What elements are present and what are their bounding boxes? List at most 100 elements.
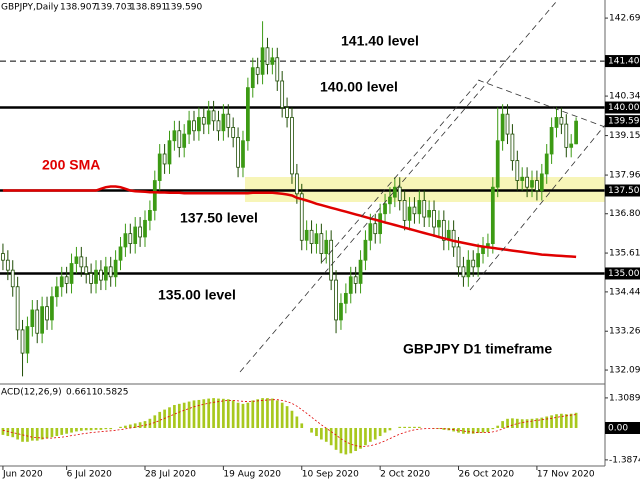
price-tag-label: 140.000 xyxy=(608,103,640,113)
candle-body xyxy=(138,226,142,238)
candle-body xyxy=(285,107,289,118)
macd-bar xyxy=(315,427,318,437)
candle-body xyxy=(549,127,554,155)
price-tag xyxy=(605,267,640,280)
candle-body xyxy=(525,176,529,188)
macd-bar xyxy=(383,427,387,433)
candle-body xyxy=(108,266,113,278)
candle-body xyxy=(539,173,544,191)
macd-bar xyxy=(481,427,485,433)
x-tick-label: 19 Aug 2020 xyxy=(223,470,281,480)
candle-body xyxy=(500,113,505,142)
candle-body xyxy=(50,296,54,321)
macd-bar xyxy=(261,398,264,428)
macd-bar xyxy=(119,426,122,428)
candle-body xyxy=(299,193,304,241)
candle-body xyxy=(373,223,378,235)
macd-bar xyxy=(545,416,549,428)
candle-body xyxy=(265,47,270,65)
candle-body xyxy=(559,117,564,125)
candle-body xyxy=(441,219,446,241)
plot xyxy=(0,21,605,377)
macd-bar xyxy=(202,399,206,428)
macd-bar xyxy=(222,398,225,428)
macd-bar xyxy=(109,427,113,430)
candle-body xyxy=(427,210,432,218)
price-tag-label: 141.400 xyxy=(608,57,640,67)
candle-body xyxy=(554,117,559,128)
y-tick-label: 133.260 xyxy=(609,327,640,337)
macd-bar xyxy=(403,426,406,428)
macd-bar xyxy=(364,427,367,446)
candle-body xyxy=(294,173,299,195)
macd-bar xyxy=(231,400,235,428)
macd-bar xyxy=(153,415,157,428)
candle-body xyxy=(490,186,495,245)
macd-bar xyxy=(320,427,323,440)
candle-body xyxy=(260,47,265,75)
macd-bar xyxy=(217,398,220,428)
macd-bar xyxy=(535,418,539,428)
candle-body xyxy=(309,229,314,245)
macd-bar xyxy=(349,427,353,454)
candle-body xyxy=(515,160,520,181)
candle-body xyxy=(148,210,152,221)
candle-body xyxy=(471,259,476,268)
macd-bar xyxy=(550,415,553,428)
macd-bar xyxy=(35,427,39,441)
macd-bar xyxy=(310,427,313,433)
candle-body xyxy=(1,253,5,261)
candle-body xyxy=(348,276,353,294)
candle-body xyxy=(407,206,412,221)
candle-body xyxy=(128,233,133,245)
macd-bar xyxy=(207,398,211,428)
candle-body xyxy=(495,140,500,188)
candle-body xyxy=(343,292,348,304)
candle-body xyxy=(40,306,44,334)
macd-bar xyxy=(564,414,568,428)
candle-body xyxy=(564,123,569,148)
macd-bar xyxy=(128,424,132,428)
channel-lower xyxy=(469,124,606,291)
macd-bar xyxy=(378,427,382,437)
macd-bar xyxy=(515,418,519,428)
candle-body xyxy=(59,276,64,288)
annotation: GBPJPY D1 timeframe xyxy=(403,341,552,357)
annotation: 141.40 level xyxy=(341,33,419,49)
macd-bar xyxy=(104,427,108,430)
macd-bar xyxy=(324,427,328,442)
macd-bar xyxy=(6,427,10,437)
candle-body xyxy=(99,269,103,281)
channel-middle xyxy=(321,79,481,263)
macd-bar xyxy=(373,427,377,440)
x-tick-label: 6 Jul 2020 xyxy=(67,470,112,480)
macd-bar xyxy=(99,427,103,430)
macd-bar xyxy=(334,427,338,450)
candle-body xyxy=(20,329,25,354)
candle-body xyxy=(510,133,515,162)
candle-body xyxy=(113,259,118,278)
candle-body xyxy=(236,137,240,168)
candle-body xyxy=(569,143,574,148)
macd-bar xyxy=(476,427,480,434)
ohlc-close: 139.590 xyxy=(165,3,202,13)
macd-tick-label: -1.3874 xyxy=(609,455,640,465)
macd-bar xyxy=(329,427,333,446)
current-price-tag xyxy=(605,115,640,128)
candle-body xyxy=(314,233,319,245)
candle-body xyxy=(143,219,147,238)
candle-body xyxy=(177,130,182,148)
candle-body xyxy=(246,87,250,142)
candle-body xyxy=(64,276,69,284)
macd-bar xyxy=(354,427,357,451)
annotation: 137.50 level xyxy=(180,210,258,226)
y-tick-label: 132.090 xyxy=(609,366,640,376)
macd-bar xyxy=(40,427,44,440)
macd-bar xyxy=(16,427,19,440)
candle-body xyxy=(157,153,162,181)
macd-bar xyxy=(457,427,460,433)
y-tick-label: 142.695 xyxy=(609,14,640,24)
macd-bar xyxy=(339,427,343,454)
candle-body xyxy=(466,259,471,278)
